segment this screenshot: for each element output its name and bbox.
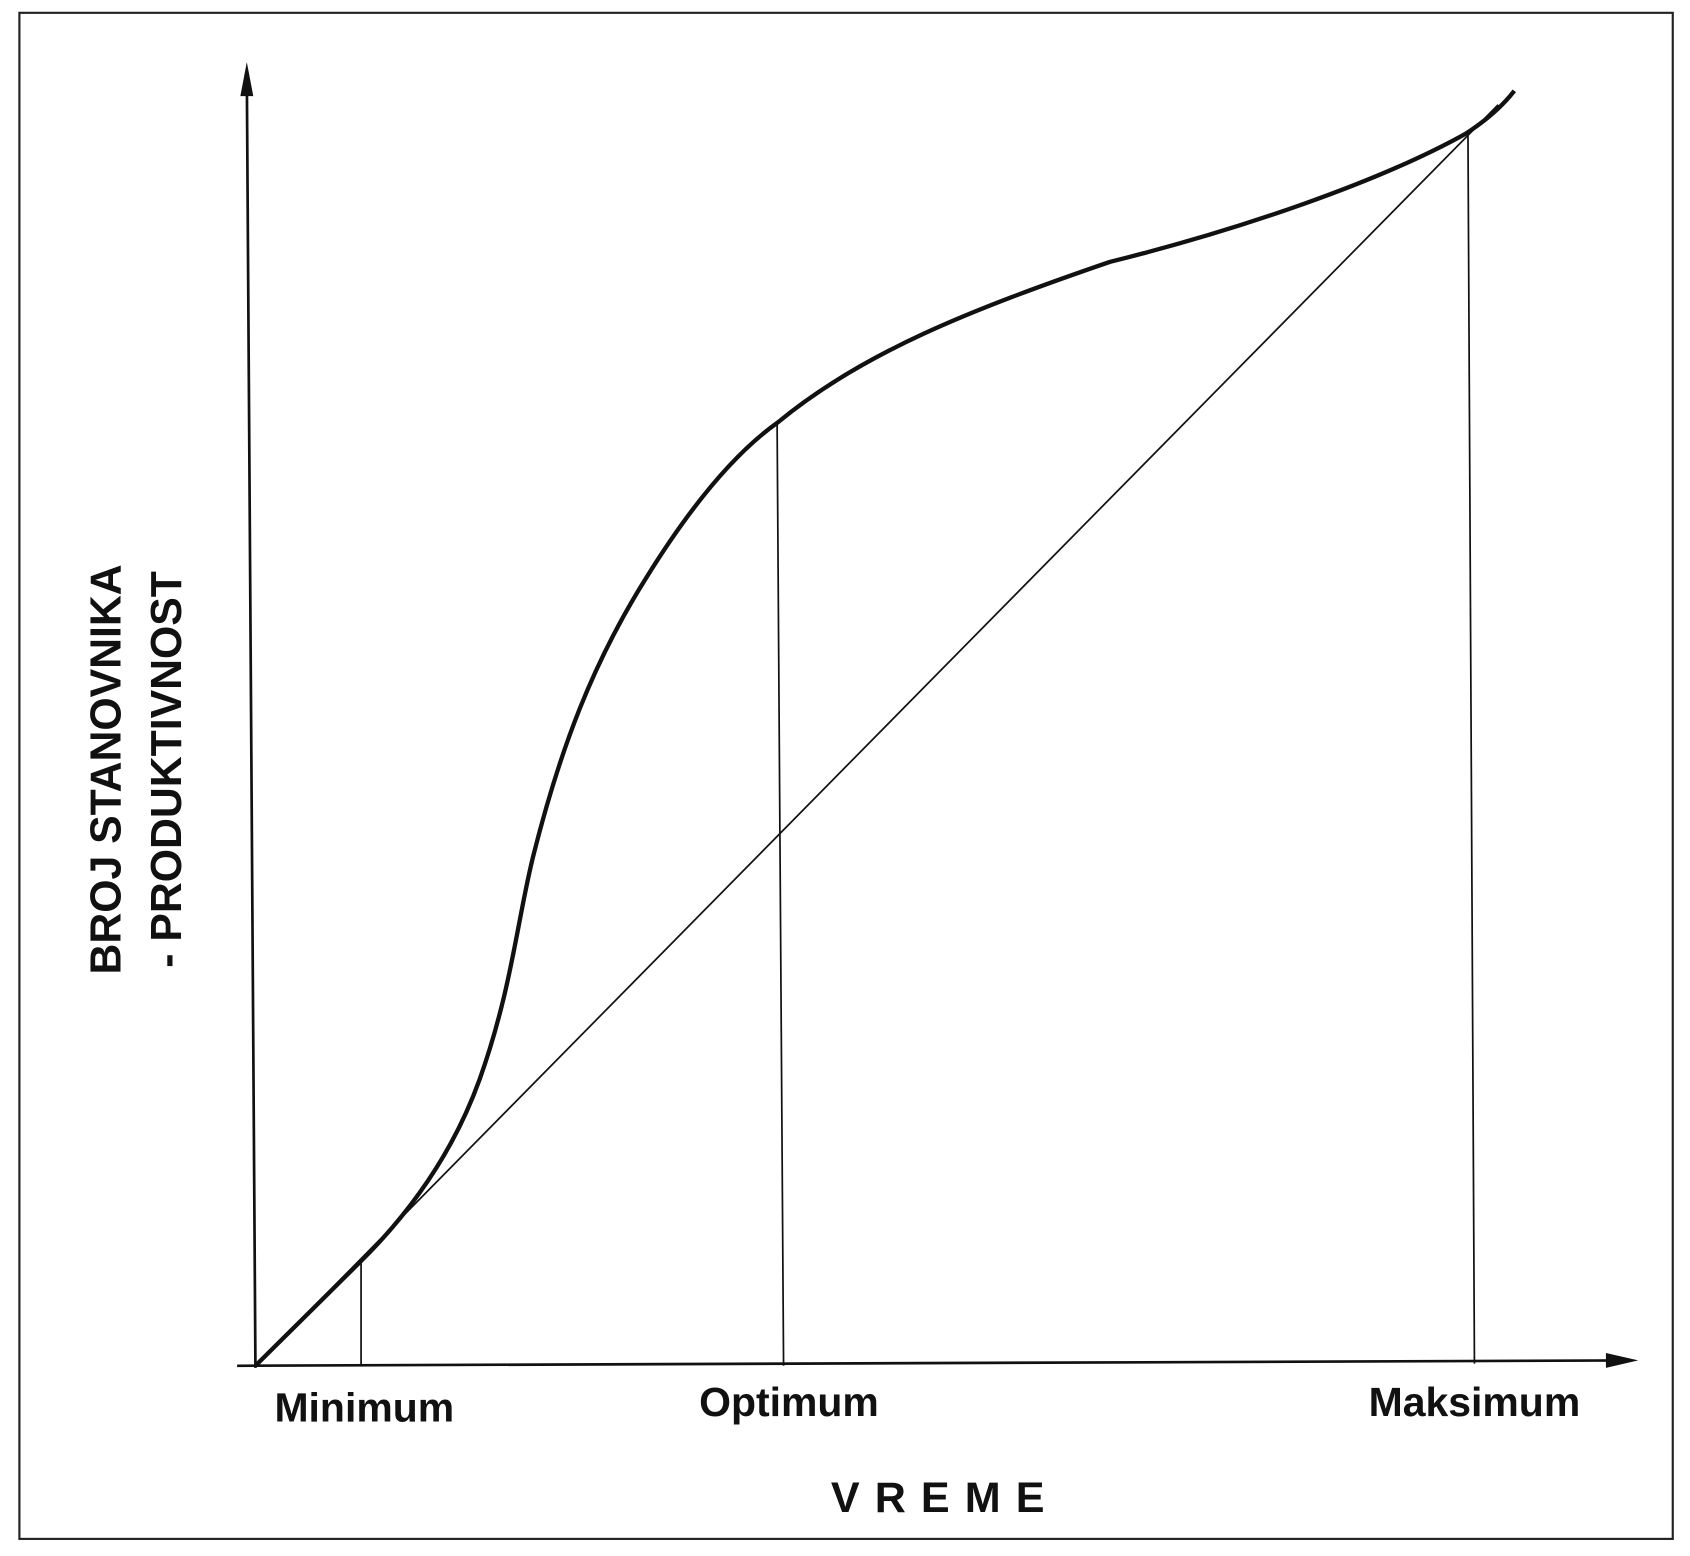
x-axis-arrow: [1605, 1352, 1639, 1368]
growth-curve: [253, 89, 1517, 1368]
optimum-line: [776, 422, 785, 1366]
x-axis-label: VREME: [831, 1474, 1060, 1522]
y-axis-label: - PRODUKTIVNOST: [143, 571, 191, 968]
y-axis: [245, 76, 257, 1368]
x-axis: [237, 1359, 1623, 1368]
point-label: Optimum: [699, 1379, 879, 1425]
point-label: Maksimum: [1369, 1379, 1581, 1425]
linear-growth-line: [254, 104, 1499, 1367]
y-axis-label: BROJ STANOVNIKA: [83, 564, 131, 974]
point-label: Minimum: [274, 1385, 454, 1431]
frame: [18, 11, 1674, 1540]
maximum-line: [1467, 133, 1476, 1364]
y-axis-arrow: [240, 61, 254, 97]
